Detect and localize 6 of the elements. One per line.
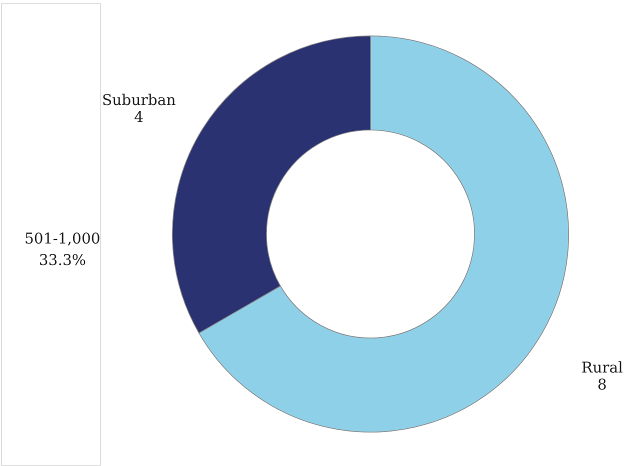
- data-label: 8: [597, 376, 607, 394]
- text: 33.3%: [38, 251, 86, 270]
- data-label: 4: [134, 108, 144, 126]
- text: 501-1,000: [24, 229, 100, 248]
- slice-label: Rural: [581, 358, 624, 377]
- slice-label: Suburban: [102, 91, 176, 110]
